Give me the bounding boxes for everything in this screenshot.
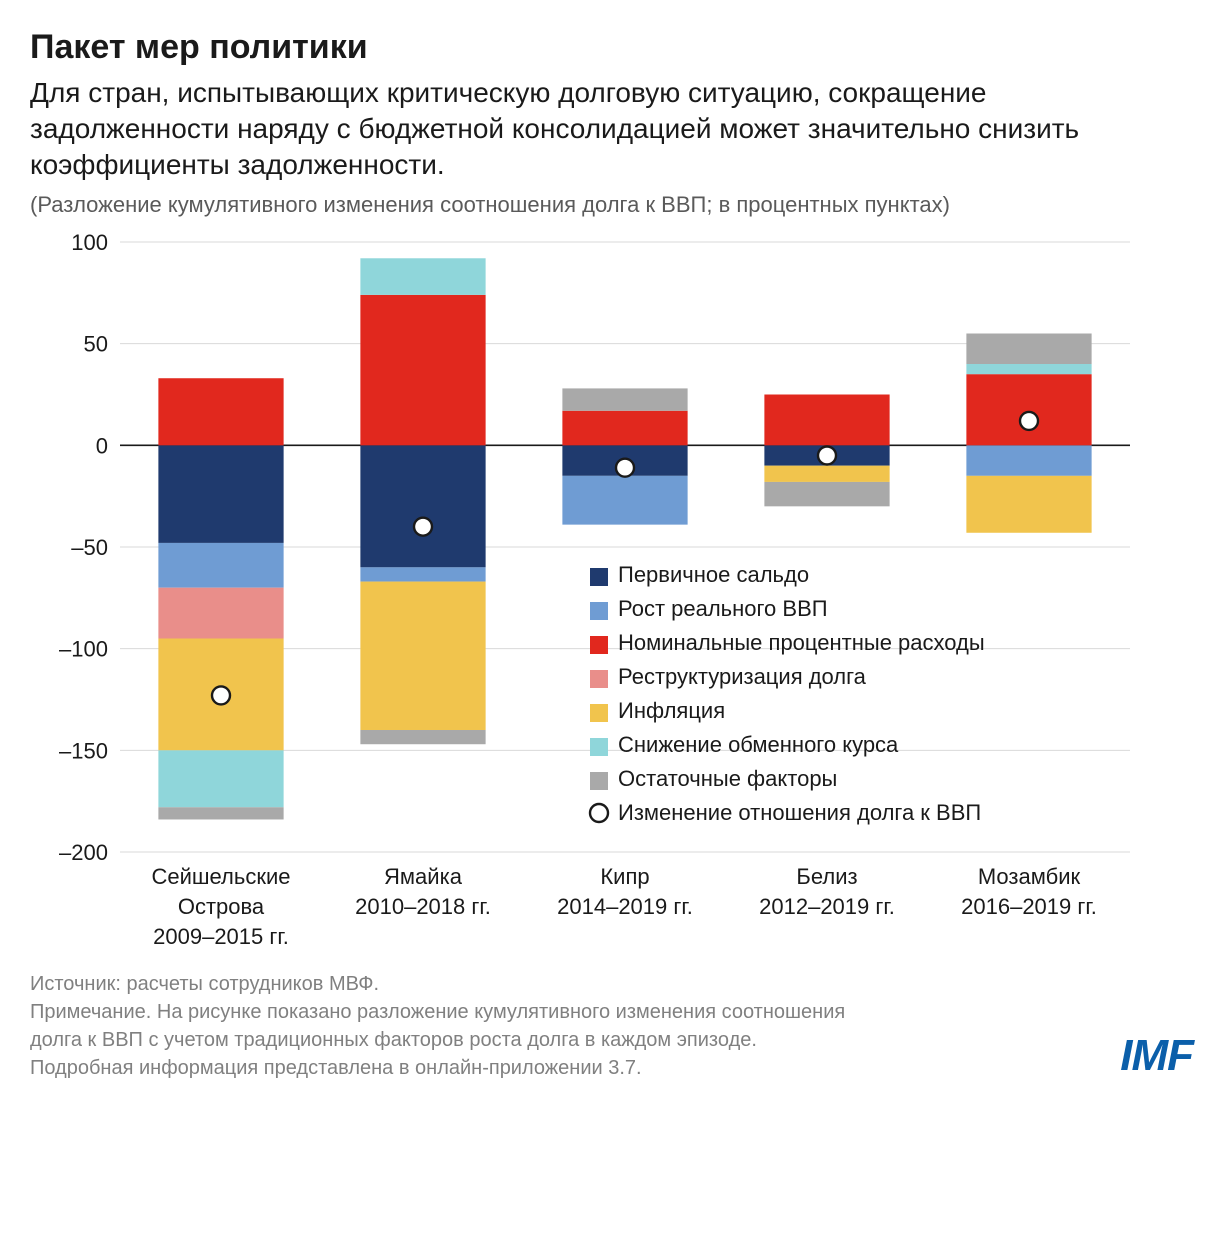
svg-text:2016–2019 гг.: 2016–2019 гг. [961, 894, 1097, 919]
svg-text:Снижение обменного курса: Снижение обменного курса [618, 732, 899, 757]
svg-text:Реструктуризация долга: Реструктуризация долга [618, 664, 867, 689]
svg-text:Остаточные факторы: Остаточные факторы [618, 766, 837, 791]
chart-area: –200 –150 –100 –50 0 50 100 Сейшельские Острова 2… [40, 232, 1140, 952]
svg-text:Сейшельские: Сейшельские [151, 864, 290, 889]
svg-text:Первичное сальдо: Первичное сальдо [618, 562, 809, 587]
svg-text:100: 100 [71, 232, 108, 255]
svg-text:Мозамбик: Мозамбик [978, 864, 1081, 889]
chart-subtitle: Для стран, испытывающих критическую долг… [30, 75, 1193, 182]
svg-text:–50: –50 [71, 535, 108, 560]
svg-text:Номинальные процентные расходы: Номинальные процентные расходы [618, 630, 985, 655]
svg-text:Ямайка: Ямайка [384, 864, 463, 889]
chart-footer: Источник: расчеты сотрудников МВФ. Приме… [30, 970, 1193, 1082]
svg-text:2010–2018 гг.: 2010–2018 гг. [355, 894, 491, 919]
imf-logo: IMF [1120, 1025, 1193, 1087]
svg-text:2009–2015 гг.: 2009–2015 гг. [153, 924, 289, 949]
svg-text:Рост реального ВВП: Рост реального ВВП [618, 596, 828, 621]
chart-svg: –200 –150 –100 –50 0 50 100 Сейшельские Острова 2… [40, 232, 1140, 952]
svg-text:–200: –200 [59, 840, 108, 865]
footer-note-2: долга к ВВП с учетом традиционных фактор… [30, 1026, 1193, 1054]
footer-source: Источник: расчеты сотрудников МВФ. [30, 970, 1193, 998]
chart-title: Пакет мер политики [30, 28, 1193, 67]
svg-text:50: 50 [84, 332, 108, 357]
svg-text:Кипр: Кипр [600, 864, 649, 889]
svg-text:Острова: Острова [178, 894, 265, 919]
svg-text:–150: –150 [59, 739, 108, 764]
svg-text:Белиз: Белиз [796, 864, 857, 889]
footer-note-3: Подробная информация представлена в онла… [30, 1054, 1193, 1082]
svg-text:–100: –100 [59, 637, 108, 662]
svg-text:Изменение отношения долга к ВВ: Изменение отношения долга к ВВП [618, 800, 981, 825]
svg-text:2012–2019 гг.: 2012–2019 гг. [759, 894, 895, 919]
svg-text:2014–2019 гг.: 2014–2019 гг. [557, 894, 693, 919]
svg-text:Инфляция: Инфляция [618, 698, 725, 723]
chart-units-note: (Разложение кумулятивного изменения соот… [30, 192, 1193, 218]
svg-text:0: 0 [96, 434, 108, 459]
footer-note-1: Примечание. На рисунке показано разложен… [30, 998, 1193, 1026]
